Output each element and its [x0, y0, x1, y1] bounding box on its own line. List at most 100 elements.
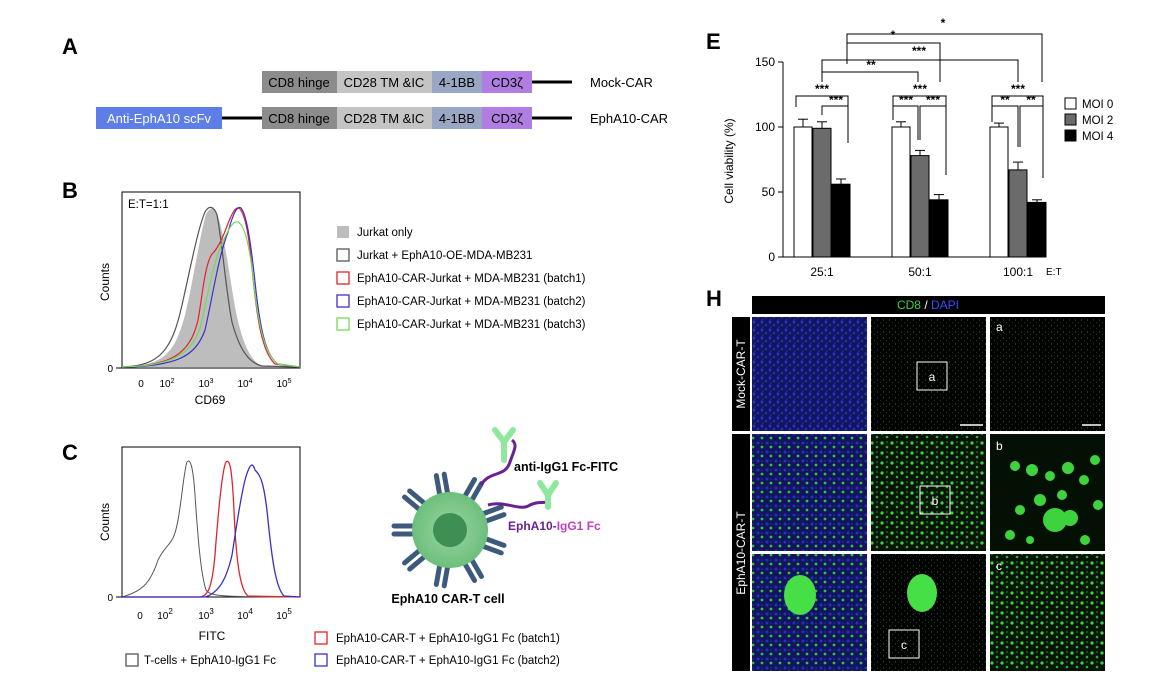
sig-label-3: **: [866, 58, 876, 72]
b-legend-swatch-2: [336, 271, 350, 285]
c-xtick-3-base: 10: [237, 611, 249, 622]
sig-bracket-top-1: [846, 33, 1043, 82]
b-xtick-2-base: 10: [198, 379, 210, 390]
epha-cd28-segment: [337, 107, 432, 129]
epha-seg-label-0: CD8 hinge: [268, 111, 329, 126]
sig-label-0: *: [941, 16, 946, 30]
panel-a-label: A: [62, 34, 78, 59]
inset-box-c-label: c: [901, 638, 907, 652]
b-legend-label-2: EphA10-CAR-Jurkat + MDA-MB231 (batch1): [357, 273, 586, 285]
b-xtick-2-exp: 3: [210, 378, 214, 385]
c-xtick-1-base: 10: [157, 611, 169, 622]
c-xtick-1-exp: 2: [168, 607, 173, 616]
header-cd8: CD8: [897, 298, 921, 312]
panel-e-label: E: [706, 29, 721, 54]
e-sig-labels: * * *** ** *** *** *** *** *** *** ** **: [815, 16, 1036, 107]
mock-41bb-segment: [432, 71, 482, 93]
b-xtick-0: 0: [138, 379, 144, 390]
inset-label-a: a: [996, 320, 1003, 334]
car-t-cell-label: EphA10 CAR-T cell: [391, 592, 504, 606]
epha-41bb-segment: [432, 107, 482, 129]
b-legend: Jurkat only Jurkat + EphA10-OE-MDA-MB231…: [336, 226, 586, 331]
header-sep: /: [921, 298, 931, 312]
sig-label-1: *: [891, 28, 896, 42]
mock-cd28-segment: [337, 71, 432, 93]
b-xtick-3: 104: [237, 378, 252, 390]
car-receptor-icon: [463, 558, 484, 583]
e-legend-label-0: MOI 0: [1082, 99, 1113, 111]
mock-car-name: Mock-CAR: [590, 75, 653, 90]
micrograph-mock-merge: [752, 317, 867, 431]
c-legend-swatch-1: [314, 631, 328, 645]
histogram-c-t-cells: [121, 460, 301, 598]
c-xtick-0: 0: [137, 611, 143, 622]
b-xtick-4-exp: 5: [288, 378, 292, 385]
b-legend-label-4: EphA10-CAR-Jurkat + MDA-MB231 (batch3): [357, 319, 586, 331]
c-legend-label-2: EphA10-CAR-T + EphA10-IgG1 Fc (batch2): [336, 655, 560, 667]
c-xtick-4-base: 10: [276, 611, 288, 622]
c-legend-swatch-0: [125, 653, 139, 667]
inset-box-a: [916, 361, 948, 391]
mock-seg-label-2: 4-1BB: [439, 75, 475, 90]
cluster-merge: [784, 575, 816, 615]
sig-label-7: ***: [899, 93, 913, 107]
b-legend-swatch-4: [336, 317, 350, 331]
c-legend-label-1: EphA10-CAR-T + EphA10-IgG1 Fc (batch1): [336, 633, 560, 645]
micrograph-mock-inset: [990, 317, 1105, 431]
sig-bracket-100-c: [1019, 105, 1044, 178]
sig-label-6: ***: [913, 82, 927, 96]
e-xunit: E:T: [1046, 267, 1062, 278]
c-xtick-4: 105: [276, 607, 292, 622]
b-legend-swatch-0: [337, 226, 349, 238]
e-legend: MOI 0 MOI 2 MOI 4: [1064, 97, 1114, 143]
sig-label-11: **: [1026, 93, 1036, 107]
scfv-label: Anti-EphA10 scFv: [107, 111, 212, 126]
histogram-b-jurkat-epha10-oe: [121, 206, 301, 368]
car-receptor-icon: [481, 504, 507, 524]
b-xtick-2: 103: [198, 378, 213, 390]
anti-igg1-fc-fitc-antibody-icon: [492, 427, 516, 463]
e-legend-swatch-2: [1064, 129, 1077, 142]
e-bar-0-1: [891, 126, 911, 258]
scfv-segment: [96, 107, 222, 129]
sig-label-10: **: [1000, 93, 1010, 107]
b-xtick-1-exp: 2: [171, 378, 175, 385]
row-label-mock: Mock-CAR-T: [734, 339, 748, 409]
sig-bracket-top-2: [846, 42, 941, 82]
bound-ab-linker: [479, 438, 517, 486]
car-receptor-icon: [463, 477, 484, 502]
epha-cd8-hinge-segment: [262, 107, 337, 129]
e-ytick-label: 0: [768, 250, 775, 264]
e-legend-swatch-0: [1064, 97, 1077, 110]
fusion-protein-label: EphA10-IgG1 Fc: [508, 519, 601, 533]
row-label-epha: EphA10-CAR-T: [734, 511, 748, 595]
e-ylabel: Cell viability (%): [722, 118, 736, 203]
b-xtick-3-base: 10: [237, 379, 249, 390]
panel-h: H CD8 / DAPI Mock-CAR-T EphA10-CAR-T a a…: [706, 286, 1105, 671]
histogram-b-batch2: [121, 206, 301, 368]
e-significance: [795, 33, 1044, 178]
micrograph-epha-inset-c: [990, 554, 1105, 671]
inset-box-b-label: b: [932, 494, 939, 508]
b-xtick-1-base: 10: [159, 379, 171, 390]
micrograph-epha-cd8-2: [871, 554, 986, 671]
e-bar-2-2: [1027, 201, 1047, 258]
sig-bracket-top-3: [821, 59, 1019, 82]
e-ytick-label: 50: [762, 185, 776, 199]
c-xtick-3: 104: [237, 607, 253, 622]
mock-seg-label-3: CD3ζ: [491, 75, 523, 90]
car-t-cell-nucleus: [433, 513, 467, 547]
histogram-b-jurkat-only: [122, 208, 300, 367]
inset-label-c: c: [996, 559, 1002, 573]
c-legend-swatch-2: [314, 653, 328, 667]
sig-bracket-100-b: [991, 105, 1019, 147]
b-xlabel: CD69: [195, 393, 226, 407]
b-ylabel: Counts: [98, 263, 112, 301]
histogram-b-frame: [121, 191, 301, 369]
sig-bracket-50-b: [892, 105, 919, 140]
car-receptor-icon: [402, 548, 426, 572]
e-ytick-label: 100: [755, 120, 775, 134]
inset-b-cells: [1005, 455, 1103, 545]
c-xtick-2-base: 10: [198, 611, 210, 622]
